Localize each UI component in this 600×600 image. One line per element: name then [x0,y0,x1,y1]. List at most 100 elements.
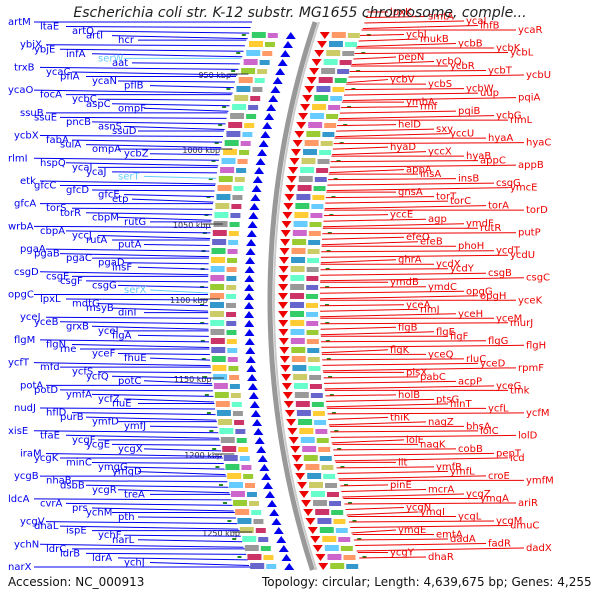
feature-block [311,402,324,407]
gene-leader-line [320,326,397,330]
gene-leader-line [117,80,235,83]
gene-label: mfd [40,362,60,373]
feature-block [234,95,249,101]
gene-leader-line [85,484,229,488]
gene-label: icd [510,453,525,464]
gene-leader-line [117,353,210,356]
forward-gene-arrow [252,176,263,183]
feature-block [308,366,321,371]
forward-gene-arrow [275,68,286,75]
feature-block [236,438,247,443]
feature-block [292,365,307,371]
gene-leader-line [111,171,217,174]
gene-label: flgE [436,327,455,338]
feature-block [346,564,359,569]
forward-gene-arrow [244,302,255,309]
gene-label: lolC [480,426,499,437]
gene-leader-line [39,180,216,185]
gene-leader-line [131,198,214,203]
gene-label: mcrA [428,484,454,495]
tick-mark [326,250,331,252]
forward-gene-arrow [246,230,257,237]
reverse-gene-arrow [284,194,295,201]
scale-label: 950 kbp [198,71,231,80]
feature-block [212,239,227,245]
gene-label: putP [518,228,541,239]
gene-label: bhsA [466,421,491,432]
reverse-gene-arrow [293,464,304,471]
gene-leader-line [33,362,211,367]
feature-block [314,95,329,101]
gene-leader-line [329,169,405,174]
gene-leader-line [333,142,525,145]
gene-label: yceJ [20,312,41,323]
gene-label: ymcE [510,183,537,194]
gene-leader-line [321,241,419,246]
gene-leader-line [346,511,419,516]
feature-block [238,447,249,452]
tick-mark [227,520,232,522]
gene-leader-line [342,493,465,498]
tick-mark [326,358,331,360]
tick-mark [211,160,216,162]
gene-label: ycbR [450,61,475,72]
gene-leader-line [322,232,517,235]
reverse-gene-arrow [281,374,292,381]
reverse-gene-arrow [314,50,325,57]
feature-block [290,284,305,290]
gene-label: ymfR [436,462,462,473]
feature-block [246,114,257,119]
gene-label: serX [124,285,146,296]
reverse-gene-arrow [292,140,303,147]
gene-label: torS [46,203,67,214]
gene-label: pqiB [458,106,480,117]
gene-leader-line [325,196,435,199]
gene-label: ompF [118,103,146,114]
gene-leader-line [59,389,213,392]
feature-block [293,383,308,389]
gene-label: csgG [92,280,117,291]
gene-label: mdtG [72,299,100,310]
feature-block [326,50,341,56]
tick-mark [200,322,205,324]
forward-gene-arrow [254,437,265,444]
gene-label: pgaA [20,244,46,255]
gene-label: pflB [124,81,144,92]
feature-block [317,518,332,524]
feature-block [293,221,308,227]
gene-label: ycaC [46,67,71,78]
gene-label: rmf [420,102,438,113]
gene-leader-line [332,151,427,156]
feature-block [218,176,233,182]
gene-leader-line [364,20,465,24]
gene-leader-line [149,357,211,361]
gene-label: ssuB [20,108,44,119]
forward-gene-arrow [244,266,255,273]
gene-label: asnS [98,121,122,132]
feature-block [330,563,345,569]
gene-leader-line [349,70,487,73]
feature-block [290,266,305,272]
forward-gene-arrow [249,401,260,408]
feature-block [313,186,326,191]
feature-block [342,51,355,56]
gene-label: ompA [92,144,121,155]
feature-block [324,545,339,551]
forward-gene-arrow [247,221,258,228]
gene-label: ycbZ [124,149,149,160]
gene-leader-line [345,506,405,510]
feature-block [227,258,238,263]
gene-label: cobB [458,444,483,455]
feature-block [267,33,278,38]
gene-leader-line [123,262,209,265]
gene-leader-line [33,498,232,501]
feature-block [235,429,246,434]
gene-label: ldrA [92,553,112,564]
gene-leader-line [111,103,230,107]
forward-gene-arrow [244,329,255,336]
feature-block [343,555,356,560]
feature-block [308,231,321,236]
gene-leader-line [123,194,214,198]
feature-block [294,392,309,398]
